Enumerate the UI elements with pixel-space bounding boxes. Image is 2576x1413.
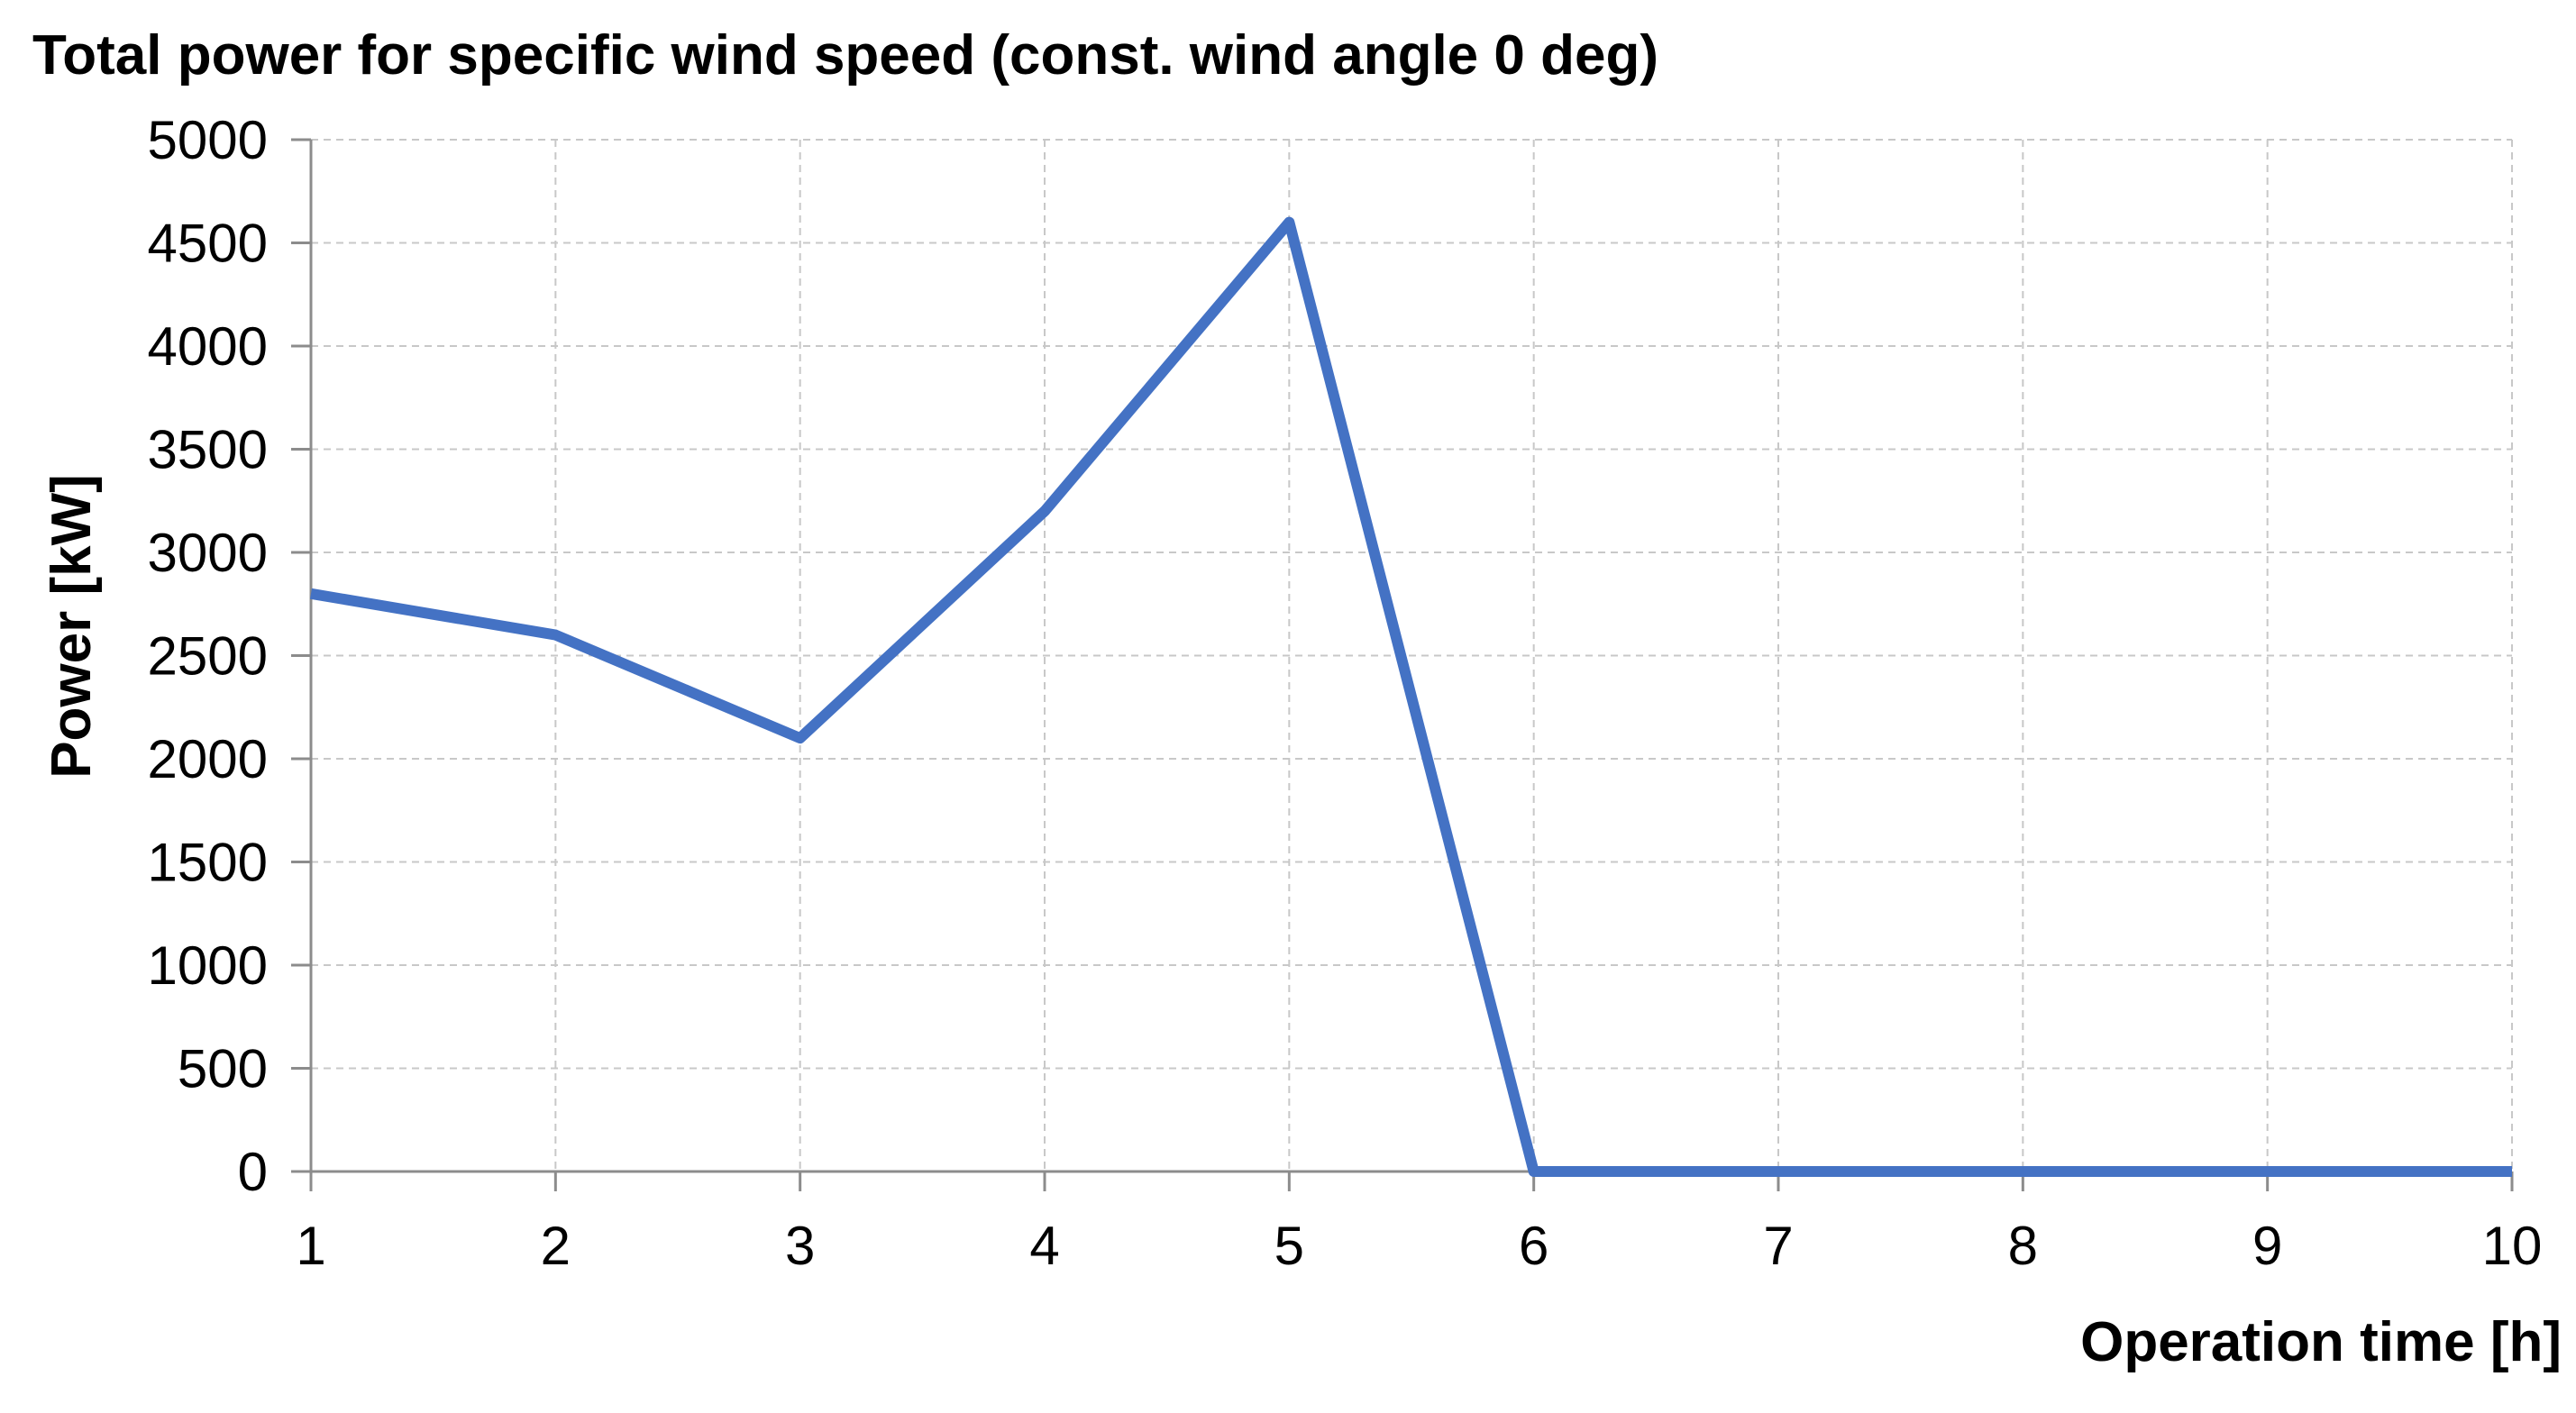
chart-title: Total power for specific wind speed (con… bbox=[32, 24, 1658, 87]
x-axis-label: Operation time [h] bbox=[2080, 1311, 2562, 1373]
y-axis-label: Power [kW] bbox=[41, 474, 103, 779]
x-tick-label: 2 bbox=[541, 1216, 571, 1276]
y-tick-label: 2000 bbox=[148, 729, 268, 789]
y-tick-label: 4500 bbox=[148, 214, 268, 274]
x-tick-label: 10 bbox=[2482, 1216, 2543, 1276]
x-tick-label: 4 bbox=[1029, 1216, 1059, 1276]
y-tick-label: 2500 bbox=[148, 626, 268, 687]
y-tick-label: 4000 bbox=[148, 316, 268, 377]
x-tick-label: 6 bbox=[1519, 1216, 1548, 1276]
x-tick-label: 9 bbox=[2252, 1216, 2282, 1276]
y-tick-label: 500 bbox=[178, 1039, 268, 1099]
x-tick-label: 3 bbox=[785, 1216, 815, 1276]
x-tick-label: 7 bbox=[1763, 1216, 1793, 1276]
y-tick-label: 5000 bbox=[148, 110, 268, 170]
x-tick-label: 8 bbox=[2008, 1216, 2038, 1276]
y-tick-label: 3000 bbox=[148, 523, 268, 583]
y-tick-label: 1000 bbox=[148, 935, 268, 996]
y-tick-label: 3500 bbox=[148, 420, 268, 480]
y-tick-label: 0 bbox=[238, 1142, 268, 1202]
y-tick-label: 1500 bbox=[148, 833, 268, 893]
x-tick-label: 1 bbox=[296, 1216, 325, 1276]
x-tick-label: 5 bbox=[1274, 1216, 1304, 1276]
